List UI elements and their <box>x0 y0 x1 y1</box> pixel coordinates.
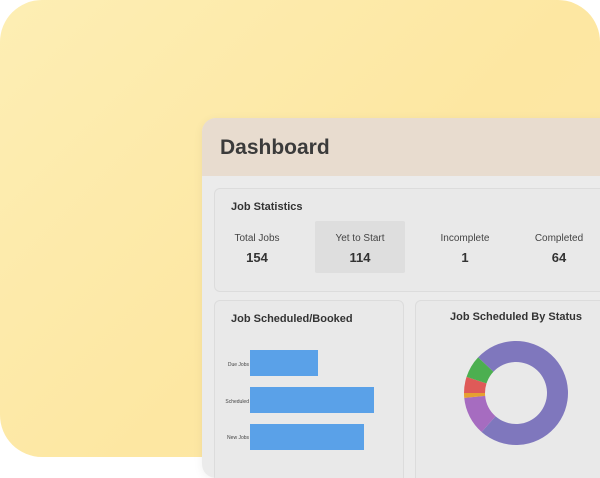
stat-value: 64 <box>551 250 567 265</box>
page-title: Dashboard <box>220 136 330 159</box>
donut-segment[interactable] <box>466 357 494 384</box>
stat-label: Yet to Start <box>335 233 385 244</box>
stat-value: 114 <box>349 250 371 265</box>
dashboard-panel: Dashboard Job Statistics Total Jobs 154 … <box>202 118 600 478</box>
job-scheduled-booked-card: Job Scheduled/Booked Due Jobs Scheduled … <box>214 300 404 478</box>
stat-yet-to-start[interactable]: Yet to Start 114 <box>315 221 405 273</box>
bar-scheduled[interactable] <box>250 387 374 413</box>
stat-label: Completed <box>534 233 584 244</box>
stat-completed[interactable]: Completed 64 <box>527 221 591 273</box>
stat-value: 154 <box>246 250 268 265</box>
stat-total-jobs[interactable]: Total Jobs 154 <box>227 221 287 273</box>
stat-incomplete[interactable]: Incomplete 1 <box>435 221 495 273</box>
stat-value: 1 <box>461 250 469 265</box>
bar-label-scheduled: Scheduled <box>225 399 249 405</box>
donut-segment[interactable] <box>464 393 486 398</box>
status-donut-chart[interactable] <box>456 333 576 453</box>
job-scheduled-by-status-card: Job Scheduled By Status <box>415 300 600 478</box>
stat-label: Incomplete <box>440 233 490 244</box>
donut-segment[interactable] <box>464 395 496 433</box>
bar-new-jobs[interactable] <box>250 424 364 450</box>
donut-segment[interactable] <box>478 341 568 445</box>
dashboard-header: Dashboard <box>202 118 600 176</box>
job-statistics-card: Job Statistics Total Jobs 154 Yet to Sta… <box>214 188 600 292</box>
bar-due-jobs[interactable] <box>250 350 318 376</box>
bar-label-new-jobs: New Jobs <box>227 435 249 441</box>
donut-segment[interactable] <box>464 376 487 393</box>
job-scheduled-booked-title: Job Scheduled/Booked <box>231 313 353 325</box>
job-statistics-title: Job Statistics <box>231 201 303 213</box>
stat-label: Total Jobs <box>234 233 280 244</box>
bar-label-due-jobs: Due Jobs <box>227 362 249 368</box>
job-scheduled-by-status-title: Job Scheduled By Status <box>449 311 583 323</box>
